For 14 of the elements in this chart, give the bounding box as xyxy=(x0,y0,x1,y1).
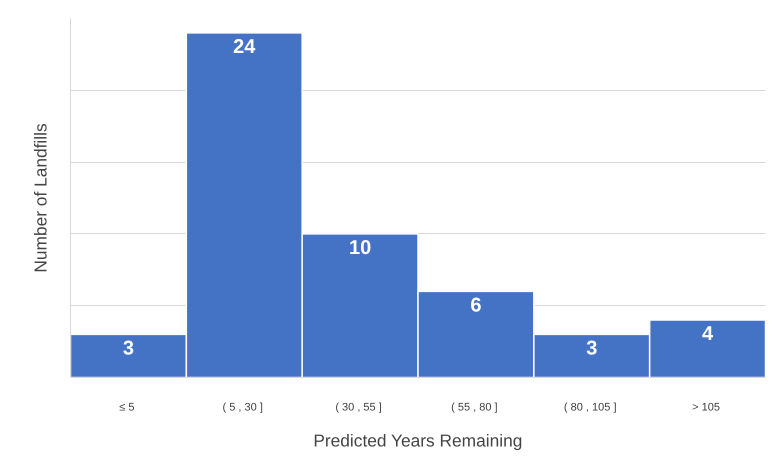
data-label: 10 xyxy=(348,236,372,259)
x-tick-label: ( 5 , 30 ] xyxy=(222,402,263,414)
x-tick-label: ( 55 , 80 ] xyxy=(451,402,498,414)
x-tick-label: ( 80 , 105 ] xyxy=(564,402,617,414)
x-axis-title: Predicted Years Remaining xyxy=(313,430,522,450)
data-label: 3 xyxy=(122,337,134,360)
x-tick-label: > 105 xyxy=(692,402,720,414)
data-label: 4 xyxy=(702,323,714,346)
data-label: 3 xyxy=(586,337,598,360)
data-label: 24 xyxy=(233,36,256,58)
data-label: 6 xyxy=(470,294,482,316)
x-tick-label: ≤ 5 xyxy=(119,402,134,414)
y-axis-title: Number of Landfills xyxy=(30,123,50,273)
x-tick-label: ( 30 , 55 ] xyxy=(335,402,382,414)
